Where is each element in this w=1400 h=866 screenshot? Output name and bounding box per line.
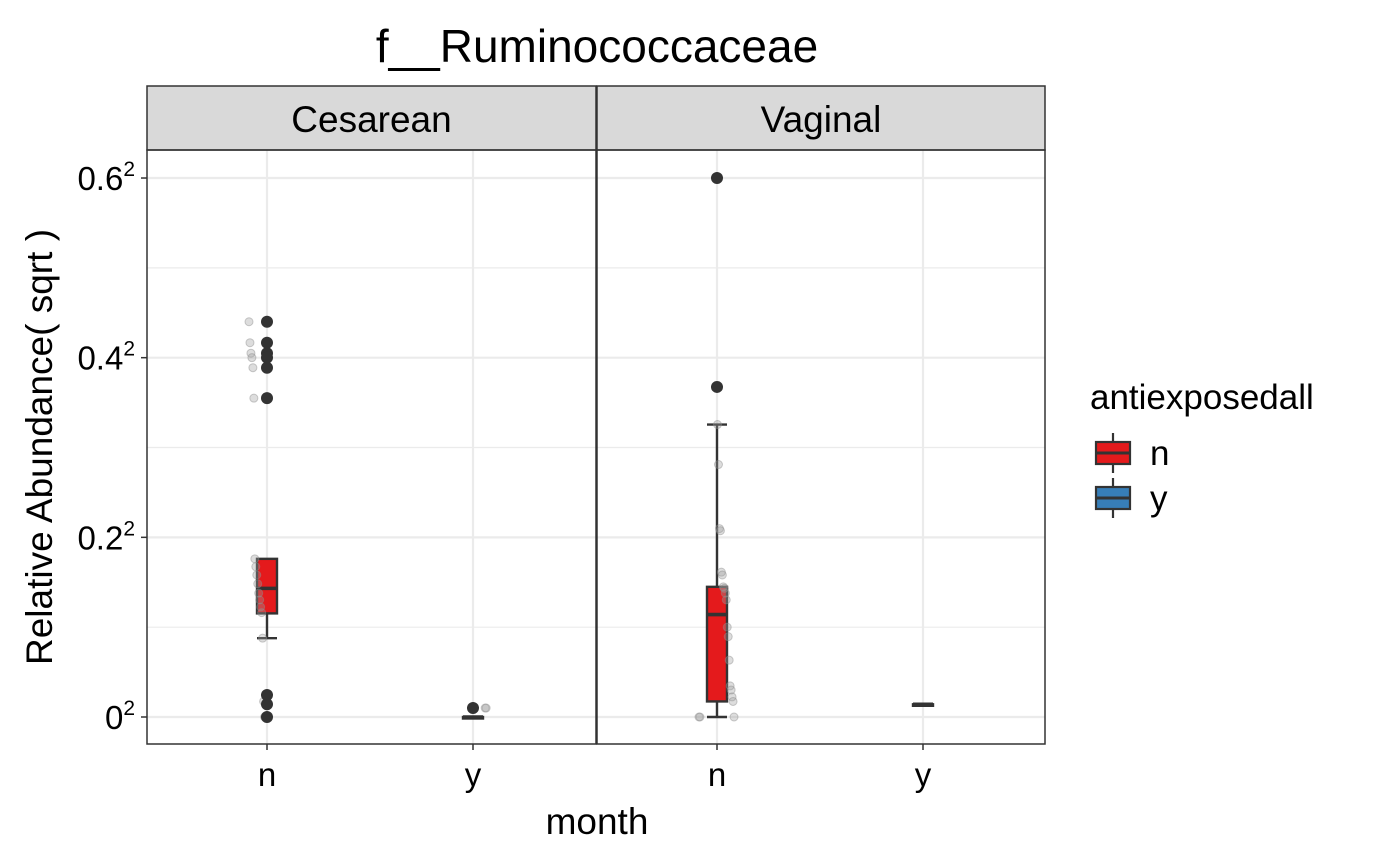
panels: Cesarean n y Vaginal n y (146, 85, 1046, 793)
legend-entry-y: y (1094, 478, 1168, 518)
boxplot-vaginal-n (694, 172, 739, 722)
jitter-point (712, 420, 722, 430)
jitter-point (481, 703, 491, 713)
legend-entry-n: n (1094, 433, 1169, 473)
jitter-point (724, 655, 734, 665)
jitter-point (255, 595, 265, 605)
box (255, 557, 279, 615)
outlier-point (261, 711, 273, 723)
jitter-point (719, 583, 729, 593)
jitter-point (254, 588, 264, 598)
jitter-point (722, 622, 732, 632)
legend: antiexposedall ny (1090, 378, 1314, 518)
strip-label-vaginal: Vaginal (761, 99, 882, 140)
jitter-point (716, 567, 726, 577)
jitter-point (695, 712, 705, 722)
x-tick-label-y: y (915, 756, 932, 793)
chart-title: f__Ruminococcaceae (376, 20, 818, 72)
legend-title: antiexposedall (1090, 378, 1314, 417)
jitter-point (720, 588, 730, 598)
box (705, 585, 729, 703)
outlier-point (261, 361, 273, 374)
outlier-point (261, 351, 273, 364)
jitter-point (257, 608, 267, 618)
strip-background (146, 85, 597, 151)
legend-label-y: y (1150, 479, 1168, 518)
boxplot-vaginal-y (911, 702, 935, 707)
y-tick-label: 0.42 (77, 338, 135, 377)
jitter-point (256, 602, 266, 612)
jitter-point (714, 524, 724, 534)
jitter-point (248, 363, 258, 373)
jitter-point (728, 696, 738, 706)
panel-border (596, 149, 1046, 745)
jitter-point (244, 317, 254, 327)
jitter-point (245, 338, 255, 348)
y-tick-label: 0.62 (77, 158, 135, 197)
y-axis: 02 0.22 0.42 0.62 (77, 158, 147, 736)
jitter-point (726, 685, 736, 695)
y-axis-title: Relative Abundance( sqrt ) (19, 229, 60, 665)
outlier-point (261, 698, 273, 711)
y-tick-label: 0.22 (77, 517, 135, 556)
jitter-point (721, 595, 731, 605)
outlier-point (711, 380, 723, 393)
strip-label-cesarean: Cesarean (291, 99, 451, 140)
jitter-point (727, 692, 737, 702)
y-tick-label: 02 (105, 697, 135, 736)
jitter-point (725, 681, 735, 691)
jitter-point (694, 712, 704, 722)
outlier-point (261, 315, 273, 328)
jitter-point (253, 579, 263, 589)
jitter-point (246, 348, 256, 358)
jitter-point (480, 703, 490, 713)
jitter-point (713, 460, 723, 470)
outlier-point (467, 702, 479, 715)
jitter-point (249, 393, 259, 403)
x-tick-label-n: n (258, 756, 276, 793)
boxplot-cesarean-n (244, 315, 279, 723)
jitter-point (247, 353, 257, 363)
jitter-point (252, 570, 262, 580)
x-tick-label-n: n (708, 756, 726, 793)
legend-label-n: n (1150, 434, 1169, 473)
jitter-point (723, 632, 733, 642)
panel-vaginal: Vaginal n y (596, 85, 1046, 793)
outlier-point (261, 336, 273, 349)
jitter-point (250, 554, 260, 564)
jitter-point (251, 562, 261, 572)
panel-cesarean: Cesarean n y (146, 85, 597, 793)
panel-border (146, 149, 597, 745)
jitter-point (718, 582, 728, 592)
jitter-point (729, 712, 739, 722)
boxplot-cesarean-y (461, 702, 491, 720)
x-tick-label-y: y (465, 756, 482, 793)
x-axis-title: month (546, 801, 649, 842)
outlier-point (261, 392, 273, 405)
outlier-point (261, 688, 273, 701)
jitter-point (258, 633, 268, 643)
jitter-point (717, 570, 727, 580)
outlier-point (711, 172, 723, 185)
jitter-point (715, 526, 725, 536)
strip-background (596, 85, 1046, 151)
